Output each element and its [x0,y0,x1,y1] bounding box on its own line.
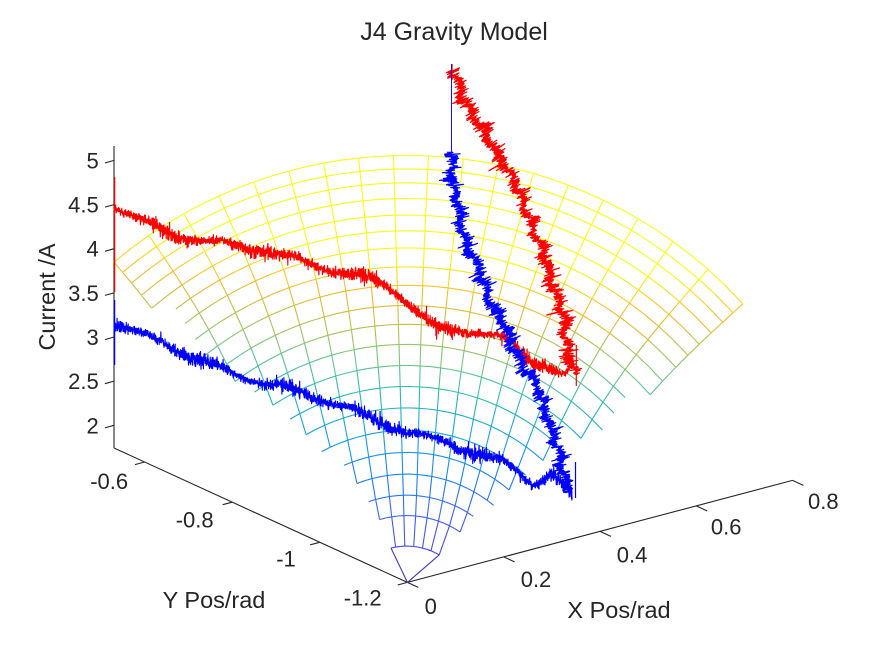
svg-text:5: 5 [86,148,98,173]
svg-text:0.8: 0.8 [808,489,839,514]
svg-text:-1: -1 [276,547,296,572]
svg-text:2.5: 2.5 [68,369,99,394]
svg-text:-0.6: -0.6 [90,469,128,494]
svg-text:Y Pos/rad: Y Pos/rad [163,587,266,613]
svg-text:3: 3 [86,325,98,350]
svg-text:0.4: 0.4 [617,542,648,567]
svg-text:0: 0 [425,594,437,619]
svg-text:-0.8: -0.8 [176,508,214,533]
svg-text:0.6: 0.6 [711,514,742,539]
svg-text:4: 4 [86,237,98,262]
svg-text:-1.2: -1.2 [344,585,382,610]
svg-text:J4 Gravity Model: J4 Gravity Model [360,18,548,46]
svg-text:Current /A: Current /A [34,243,60,350]
svg-text:3.5: 3.5 [68,281,99,306]
svg-text:2: 2 [86,413,98,438]
svg-text:4.5: 4.5 [68,193,99,218]
svg-text:0.2: 0.2 [521,567,552,592]
svg-text:X Pos/rad: X Pos/rad [567,597,670,623]
